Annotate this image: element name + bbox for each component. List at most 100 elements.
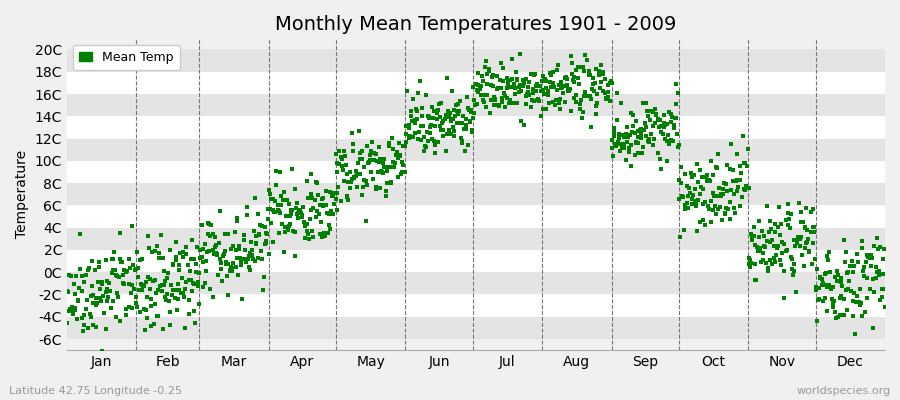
Point: [338, 148, 352, 154]
Point: [410, 108, 424, 114]
Point: [472, 86, 487, 93]
Point: [696, 200, 710, 207]
Point: [272, 230, 286, 237]
Point: [391, 148, 405, 155]
Point: [510, 100, 525, 106]
Point: [580, 93, 595, 100]
Point: [153, 282, 167, 289]
Point: [400, 88, 414, 94]
Point: [710, 206, 724, 212]
Point: [435, 120, 449, 126]
Point: [169, 254, 184, 260]
Point: [698, 222, 713, 228]
Point: [706, 190, 720, 196]
Point: [60, 289, 75, 295]
Point: [106, 266, 121, 273]
Point: [167, 287, 182, 294]
Point: [346, 175, 361, 181]
Point: [284, 221, 298, 227]
Point: [804, 229, 818, 235]
Point: [530, 97, 544, 104]
Point: [134, 256, 148, 262]
Point: [724, 186, 738, 193]
Point: [711, 193, 725, 199]
Point: [86, 292, 100, 298]
Point: [857, 264, 871, 270]
Point: [871, 268, 886, 274]
Point: [851, 299, 866, 305]
Point: [501, 82, 516, 89]
Point: [97, 310, 112, 316]
Point: [571, 64, 585, 70]
Point: [155, 288, 169, 294]
Point: [439, 75, 454, 82]
Point: [144, 303, 158, 309]
Point: [448, 112, 463, 119]
Point: [284, 207, 299, 213]
Point: [196, 258, 211, 265]
Point: [428, 142, 442, 148]
Point: [491, 85, 505, 91]
Point: [434, 126, 448, 133]
Point: [726, 205, 741, 212]
Point: [750, 244, 764, 250]
Point: [304, 207, 319, 214]
Point: [612, 135, 626, 141]
Point: [508, 90, 522, 97]
Point: [680, 183, 695, 189]
Point: [634, 126, 648, 132]
Point: [99, 326, 113, 332]
Point: [820, 252, 834, 259]
Point: [248, 240, 263, 246]
Point: [389, 152, 403, 158]
Point: [833, 279, 848, 285]
Point: [328, 196, 343, 202]
Point: [70, 316, 85, 322]
Point: [372, 159, 386, 166]
Point: [428, 123, 442, 130]
Point: [748, 242, 762, 248]
Point: [251, 254, 266, 261]
Point: [560, 76, 574, 82]
Point: [775, 250, 789, 256]
Point: [115, 272, 130, 278]
Point: [509, 77, 524, 83]
Point: [339, 162, 354, 168]
Point: [563, 108, 578, 114]
Point: [819, 282, 833, 288]
Point: [827, 274, 842, 280]
Point: [286, 228, 301, 234]
Point: [813, 274, 827, 280]
Point: [231, 245, 246, 252]
Point: [374, 169, 389, 176]
Point: [119, 306, 133, 312]
Point: [862, 252, 877, 258]
Point: [715, 216, 729, 223]
Point: [613, 141, 627, 147]
Point: [690, 197, 705, 203]
Point: [460, 94, 474, 101]
Point: [562, 88, 577, 94]
Point: [390, 149, 404, 155]
Point: [549, 96, 563, 103]
Point: [551, 62, 565, 68]
Point: [541, 92, 555, 98]
Point: [320, 188, 334, 194]
Point: [162, 298, 176, 304]
Point: [208, 234, 222, 240]
Point: [160, 274, 175, 281]
Point: [548, 101, 562, 108]
Point: [346, 148, 361, 154]
Point: [135, 287, 149, 294]
Point: [634, 131, 648, 138]
Point: [623, 132, 637, 138]
Point: [125, 262, 140, 268]
Point: [294, 214, 309, 220]
Point: [119, 268, 133, 275]
Point: [159, 290, 174, 297]
Point: [315, 196, 329, 202]
Point: [411, 90, 426, 96]
Point: [59, 320, 74, 326]
Point: [436, 133, 451, 140]
Point: [799, 205, 814, 212]
